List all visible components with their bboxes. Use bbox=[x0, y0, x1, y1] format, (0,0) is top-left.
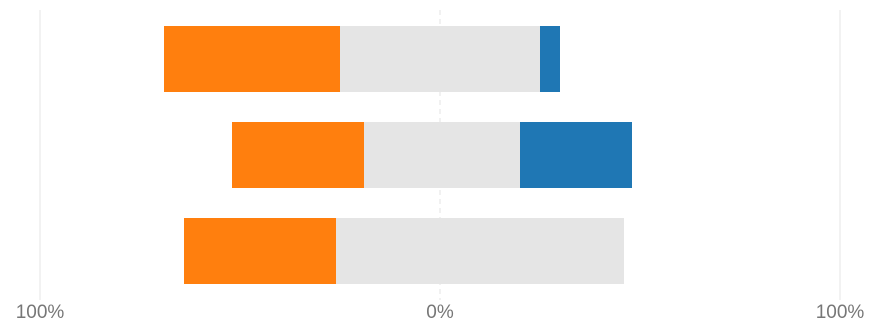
x-tick-label-1: 100% bbox=[16, 302, 65, 323]
x-tick-label-3: 100% bbox=[816, 302, 865, 323]
bar-row1-segment1 bbox=[164, 26, 340, 92]
bar-row2-segment3 bbox=[520, 122, 632, 188]
bar-row1-segment3 bbox=[540, 26, 560, 92]
bar-row3-segment2 bbox=[336, 218, 624, 284]
bar-layer bbox=[164, 26, 632, 284]
x-axis-ticks: 100% 0% 100% bbox=[16, 302, 865, 323]
bar-row2-segment1 bbox=[232, 122, 364, 188]
bar-row1-segment2 bbox=[340, 26, 540, 92]
bar-row3-segment1 bbox=[184, 218, 336, 284]
bar-row2-segment2 bbox=[364, 122, 520, 188]
x-tick-label-2: 0% bbox=[426, 302, 454, 323]
